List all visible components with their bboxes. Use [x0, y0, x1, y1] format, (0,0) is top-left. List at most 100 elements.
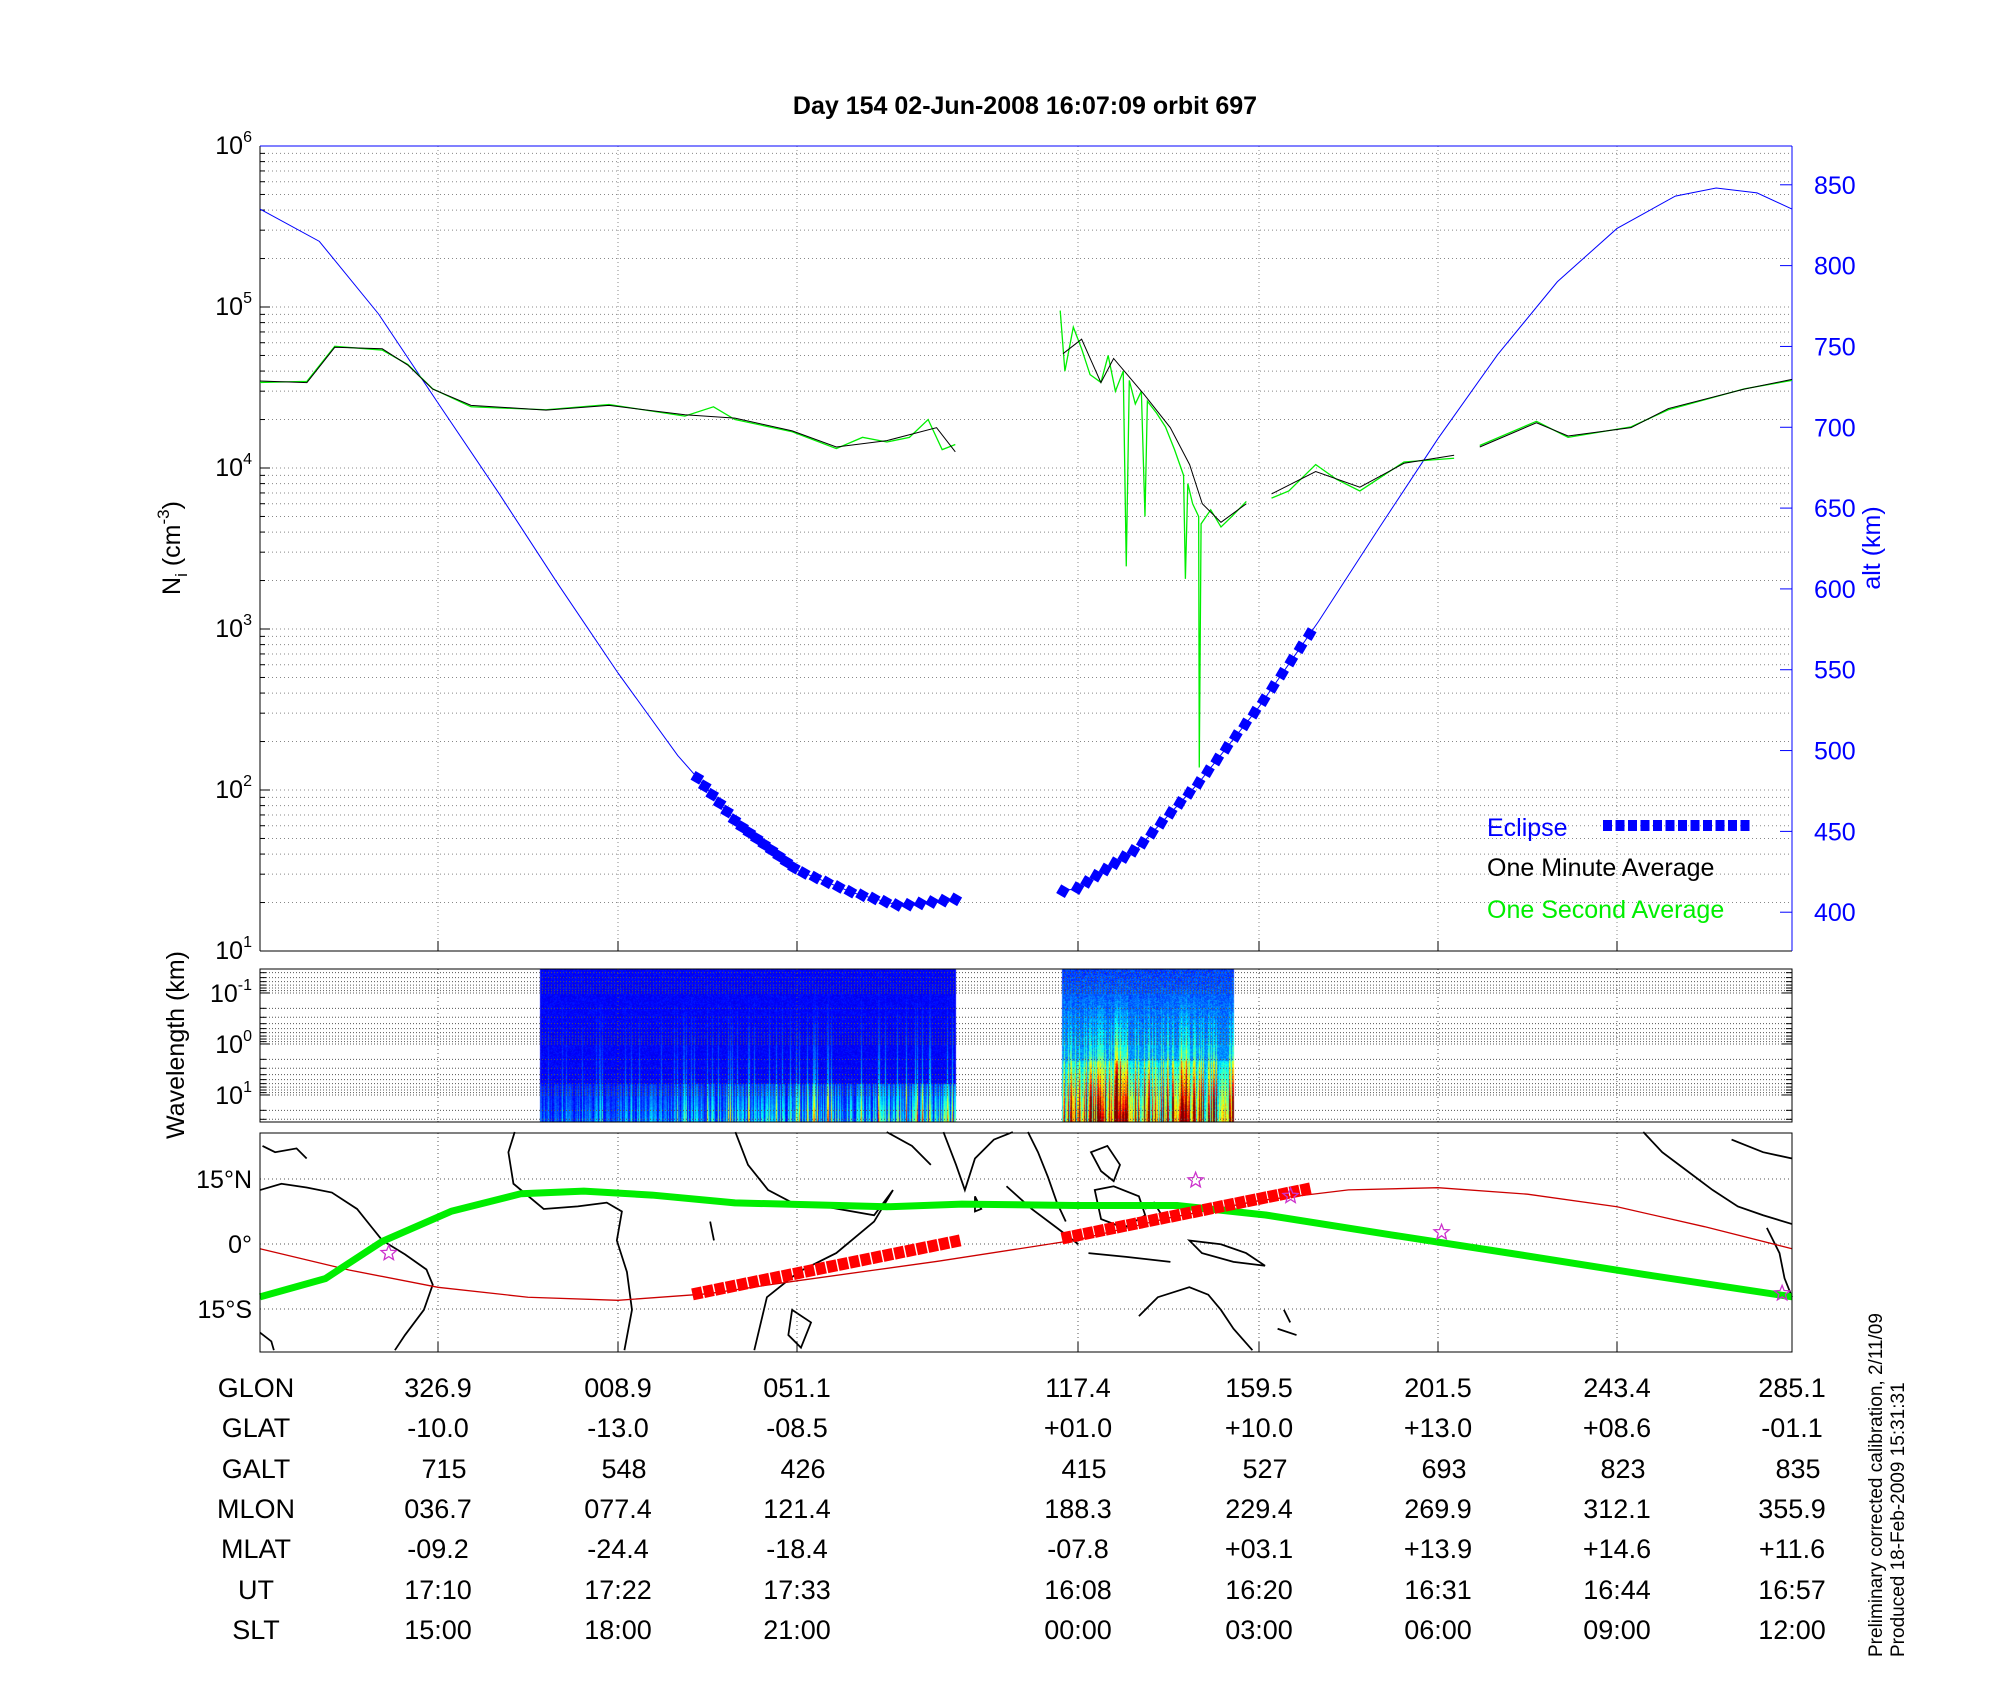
- legend-minute-label: One Minute Average: [1487, 854, 1714, 882]
- eclipse-marker: [1302, 627, 1317, 641]
- lat-tick-label: 0°: [228, 1231, 252, 1259]
- coastline: [1088, 1252, 1171, 1263]
- table-row: MLON 036.7 077.4 121.4 188.3 229.4 269.9 312.1 3…: [217, 1494, 1826, 1524]
- table-cell: 03:00: [1225, 1615, 1293, 1645]
- y-tick-exp: 0: [243, 1028, 252, 1045]
- table-cell: 008.9: [584, 1373, 652, 1403]
- y-tick-base: 10: [215, 776, 243, 804]
- one-second-average-line: [259, 345, 956, 451]
- footer-produced: Produced 18-Feb-2009 15:31:31: [1888, 1382, 1909, 1657]
- y-tick-exp: 1: [243, 1079, 252, 1096]
- table-cell: 229.4: [1225, 1494, 1293, 1524]
- table-cell: 15:00: [404, 1615, 472, 1645]
- eclipse-marker: [890, 898, 904, 912]
- eclipse-marker: [878, 894, 893, 909]
- table-cell: 426: [780, 1454, 825, 1484]
- star-marker: [1432, 1222, 1451, 1241]
- table-row: SLT 15:00 18:00 21:00 00:00 03:00 06:00 09:00 12…: [232, 1615, 1826, 1645]
- track-eclipse-marker: [915, 1241, 928, 1256]
- coastline: [1093, 1185, 1147, 1229]
- table-row: GALT 715 548 426 415 527 693 823 835: [222, 1454, 1821, 1484]
- eclipse-marker: [1229, 729, 1243, 743]
- table-cell: +10.0: [1225, 1413, 1293, 1443]
- y2-tick-label: 400: [1814, 899, 1856, 927]
- eclipse-marker: [866, 891, 881, 906]
- coastline: [259, 1331, 275, 1351]
- one-second-average-line: [1271, 457, 1455, 499]
- coastline: [942, 1131, 1014, 1193]
- y-axis-label: Wavelength (km): [162, 951, 190, 1139]
- row-label: GLAT: [222, 1413, 291, 1443]
- table-cell: -10.0: [407, 1413, 469, 1443]
- one-minute-average-line: [259, 346, 956, 453]
- table-cell: 16:20: [1225, 1575, 1293, 1605]
- track-eclipse-marker: [881, 1248, 895, 1262]
- table-cell: 693: [1421, 1454, 1466, 1484]
- legend-eclipse-marker: [1740, 820, 1750, 831]
- y-tick-exp: 1: [243, 934, 252, 951]
- y2-axis-label: alt (km): [1858, 506, 1886, 589]
- y-tick-exp: 3: [243, 612, 252, 629]
- legend-eclipse-marker: [1715, 820, 1725, 831]
- y2-tick-label: 700: [1814, 414, 1856, 442]
- altitude-line: [259, 208, 956, 907]
- star-marker: [1281, 1186, 1300, 1204]
- coastline: [1642, 1131, 1793, 1225]
- row-label: SLT: [232, 1615, 280, 1645]
- table-cell: 036.7: [404, 1494, 472, 1524]
- table-row: GLAT -10.0 -13.0 -08.5 +01.0 +10.0 +13.0 +08.6 -…: [222, 1413, 1823, 1443]
- star-marker: [1772, 1283, 1792, 1302]
- eclipse-marker: [1154, 815, 1169, 830]
- row-label: UT: [238, 1575, 274, 1605]
- table-cell: 527: [1242, 1454, 1287, 1484]
- eclipse-marker: [913, 896, 928, 911]
- track-eclipse-marker: [724, 1279, 738, 1294]
- row-label: GALT: [222, 1454, 291, 1484]
- dip-equator-line: [259, 1187, 1793, 1301]
- y-tick-exp: 6: [243, 129, 252, 146]
- table-cell: 415: [1061, 1454, 1106, 1484]
- y-tick-label: 104: [215, 451, 252, 482]
- y-tick-base: 10: [215, 1031, 243, 1059]
- track-eclipse-marker: [1136, 1215, 1149, 1230]
- one-minute-average-line: [1271, 454, 1455, 495]
- one-minute-average-line: [1062, 338, 1247, 523]
- ylabel-unit: (cm: [158, 525, 186, 574]
- spectrogram-frame: [259, 968, 1793, 1123]
- eclipse-marker: [831, 880, 846, 894]
- table-cell: 117.4: [1045, 1373, 1111, 1403]
- eclipse-marker: [705, 787, 720, 802]
- legend: Eclipse One Minute Average One Second Aver…: [1487, 814, 1750, 924]
- track-eclipse-marker: [949, 1234, 962, 1249]
- footer-calibration: Preliminary corrected calibration, 2/11/…: [1866, 1313, 1887, 1657]
- track-eclipse-marker: [1288, 1184, 1301, 1199]
- ylabel-sub: i: [172, 573, 191, 577]
- eclipse-marker: [1056, 884, 1070, 899]
- table-cell: 835: [1775, 1454, 1820, 1484]
- table-cell: +11.6: [1759, 1534, 1825, 1564]
- eclipse-marker: [796, 866, 811, 880]
- track-eclipse-marker: [1082, 1226, 1095, 1241]
- ylabel-exp: -3: [154, 509, 173, 524]
- eclipse-marker: [787, 860, 801, 875]
- track-eclipse-marker: [1212, 1200, 1225, 1214]
- track-eclipse-marker: [848, 1254, 861, 1269]
- y-tick-label: 106: [215, 129, 252, 160]
- table-cell: -08.5: [766, 1413, 828, 1443]
- track-eclipse-marker: [713, 1281, 726, 1296]
- eclipse-marker: [820, 875, 834, 890]
- legend-eclipse-label: Eclipse: [1487, 814, 1568, 842]
- table-cell: 051.1: [763, 1373, 831, 1403]
- lat-tick-label: 15°S: [198, 1296, 252, 1324]
- eclipse-marker: [948, 892, 963, 907]
- legend-eclipse-marker: [1615, 820, 1625, 831]
- eclipse-marker: [697, 779, 712, 794]
- track-eclipse-marker: [758, 1272, 771, 1287]
- table-cell: 269.9: [1404, 1494, 1472, 1524]
- eclipse-marker: [1135, 835, 1150, 850]
- y2-tick-label: 650: [1814, 495, 1856, 523]
- track-eclipse-marker: [1255, 1191, 1269, 1206]
- eclipse-marker: [855, 888, 869, 903]
- y2-tick-label: 550: [1814, 657, 1856, 685]
- legend-second-label: One Second Average: [1487, 896, 1724, 924]
